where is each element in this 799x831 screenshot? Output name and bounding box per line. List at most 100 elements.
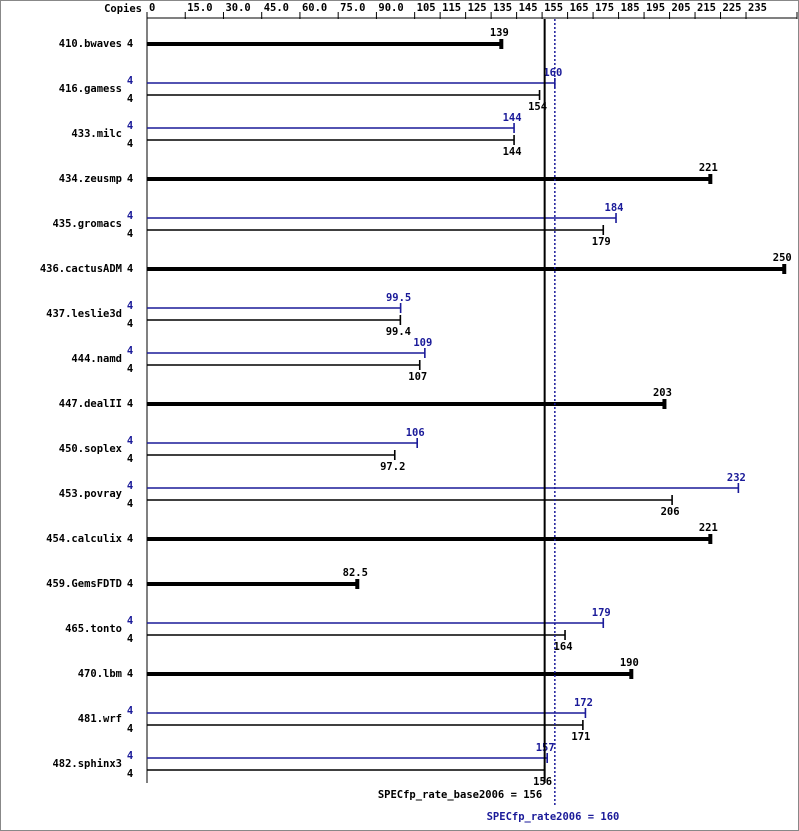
value-label: 154 xyxy=(528,101,547,113)
copies-label: 4 xyxy=(127,363,133,375)
category-label: 444.namd xyxy=(71,353,122,365)
category-label: 435.gromacs xyxy=(52,218,122,230)
category-label: 459.GemsFDTD xyxy=(46,578,122,590)
x-tick-label: 125 xyxy=(468,2,487,14)
copies-label: 4 xyxy=(127,75,133,87)
x-tick-label: 115 xyxy=(442,2,461,14)
value-label: 107 xyxy=(408,371,427,383)
category-label: 416.gamess xyxy=(59,83,122,95)
x-tick-label: 105 xyxy=(417,2,436,14)
bar xyxy=(147,669,634,679)
copies-label: 4 xyxy=(127,318,133,330)
copies-label: 4 xyxy=(127,173,133,185)
category-label: 470.lbm xyxy=(78,668,122,680)
copies-label: 4 xyxy=(127,533,133,545)
copies-label: 4 xyxy=(127,228,133,240)
bar xyxy=(147,90,541,100)
x-tick-label: 135 xyxy=(493,2,512,14)
category-label: 436.cactusADM xyxy=(40,263,122,275)
category-label: 482.sphinx3 xyxy=(52,758,122,770)
bar xyxy=(147,483,740,493)
bar xyxy=(147,348,426,358)
bar xyxy=(147,720,584,730)
copies-label: 4 xyxy=(127,453,133,465)
x-tick-label: 225 xyxy=(723,2,742,14)
value-label: 139 xyxy=(490,27,509,39)
copies-label: 4 xyxy=(127,750,133,762)
bar xyxy=(147,225,605,235)
x-tick-label: 185 xyxy=(621,2,640,14)
value-label: 82.5 xyxy=(343,567,368,579)
value-label: 99.4 xyxy=(386,326,411,338)
bar xyxy=(147,438,418,448)
bar xyxy=(147,174,713,184)
bar xyxy=(147,579,360,589)
value-label: 184 xyxy=(605,202,624,214)
category-label: 410.bwaves xyxy=(59,38,122,50)
copies-label: 4 xyxy=(127,768,133,780)
x-tick-label: 165 xyxy=(570,2,589,14)
reference-label: SPECfp_rate2006 = 160 xyxy=(487,811,620,823)
category-label: 437.leslie3d xyxy=(46,308,122,320)
x-tick-label: 15.0 xyxy=(187,2,212,14)
value-label: 144 xyxy=(503,146,522,158)
value-label: 160 xyxy=(543,67,562,79)
bar xyxy=(147,630,566,640)
bar xyxy=(147,303,402,313)
copies-label: 4 xyxy=(127,210,133,222)
bar xyxy=(147,450,396,460)
value-label: 156 xyxy=(533,776,552,788)
bar xyxy=(147,399,667,409)
value-label: 106 xyxy=(406,427,425,439)
category-label: 481.wrf xyxy=(78,713,122,725)
bar xyxy=(147,123,515,133)
bar xyxy=(147,213,617,223)
x-tick-label: 195 xyxy=(646,2,665,14)
copies-label: 4 xyxy=(127,498,133,510)
x-tick-label: 75.0 xyxy=(340,2,365,14)
category-label: 434.zeusmp xyxy=(59,173,122,185)
value-label: 221 xyxy=(699,522,718,534)
bar xyxy=(147,534,713,544)
x-tick-label: 0 xyxy=(149,2,155,14)
reference-label: SPECfp_rate_base2006 = 156 xyxy=(378,789,542,801)
copies-label: 4 xyxy=(127,263,133,275)
bar xyxy=(147,39,504,49)
bar xyxy=(147,315,402,325)
copies-label: 4 xyxy=(127,120,133,132)
value-label: 171 xyxy=(571,731,590,743)
x-tick-label: 215 xyxy=(697,2,716,14)
value-label: 206 xyxy=(661,506,680,518)
bar xyxy=(147,360,421,370)
copies-label: 4 xyxy=(127,345,133,357)
value-label: 232 xyxy=(727,472,746,484)
copies-label: 4 xyxy=(127,633,133,645)
value-label: 109 xyxy=(413,337,432,349)
copies-label: 4 xyxy=(127,138,133,150)
copies-label: 4 xyxy=(127,668,133,680)
bar xyxy=(147,618,605,628)
x-tick-label: 175 xyxy=(595,2,614,14)
value-label: 164 xyxy=(554,641,573,653)
copies-label: 4 xyxy=(127,480,133,492)
category-label: 433.milc xyxy=(71,128,122,140)
bar xyxy=(147,264,787,274)
value-label: 99.5 xyxy=(386,292,411,304)
copies-label: 4 xyxy=(127,578,133,590)
x-tick-label: 90.0 xyxy=(378,2,403,14)
value-label: 97.2 xyxy=(380,461,405,473)
copies-label: 4 xyxy=(127,435,133,447)
x-tick-label: 30.0 xyxy=(225,2,250,14)
copies-label: 4 xyxy=(127,398,133,410)
bar xyxy=(147,708,587,718)
value-label: 172 xyxy=(574,697,593,709)
copies-label: 4 xyxy=(127,705,133,717)
copies-label: 4 xyxy=(127,93,133,105)
category-label: 447.dealII xyxy=(59,398,122,410)
x-tick-label: 60.0 xyxy=(302,2,327,14)
bar xyxy=(147,495,673,505)
value-label: 179 xyxy=(592,236,611,248)
x-tick-label: 235 xyxy=(748,2,767,14)
